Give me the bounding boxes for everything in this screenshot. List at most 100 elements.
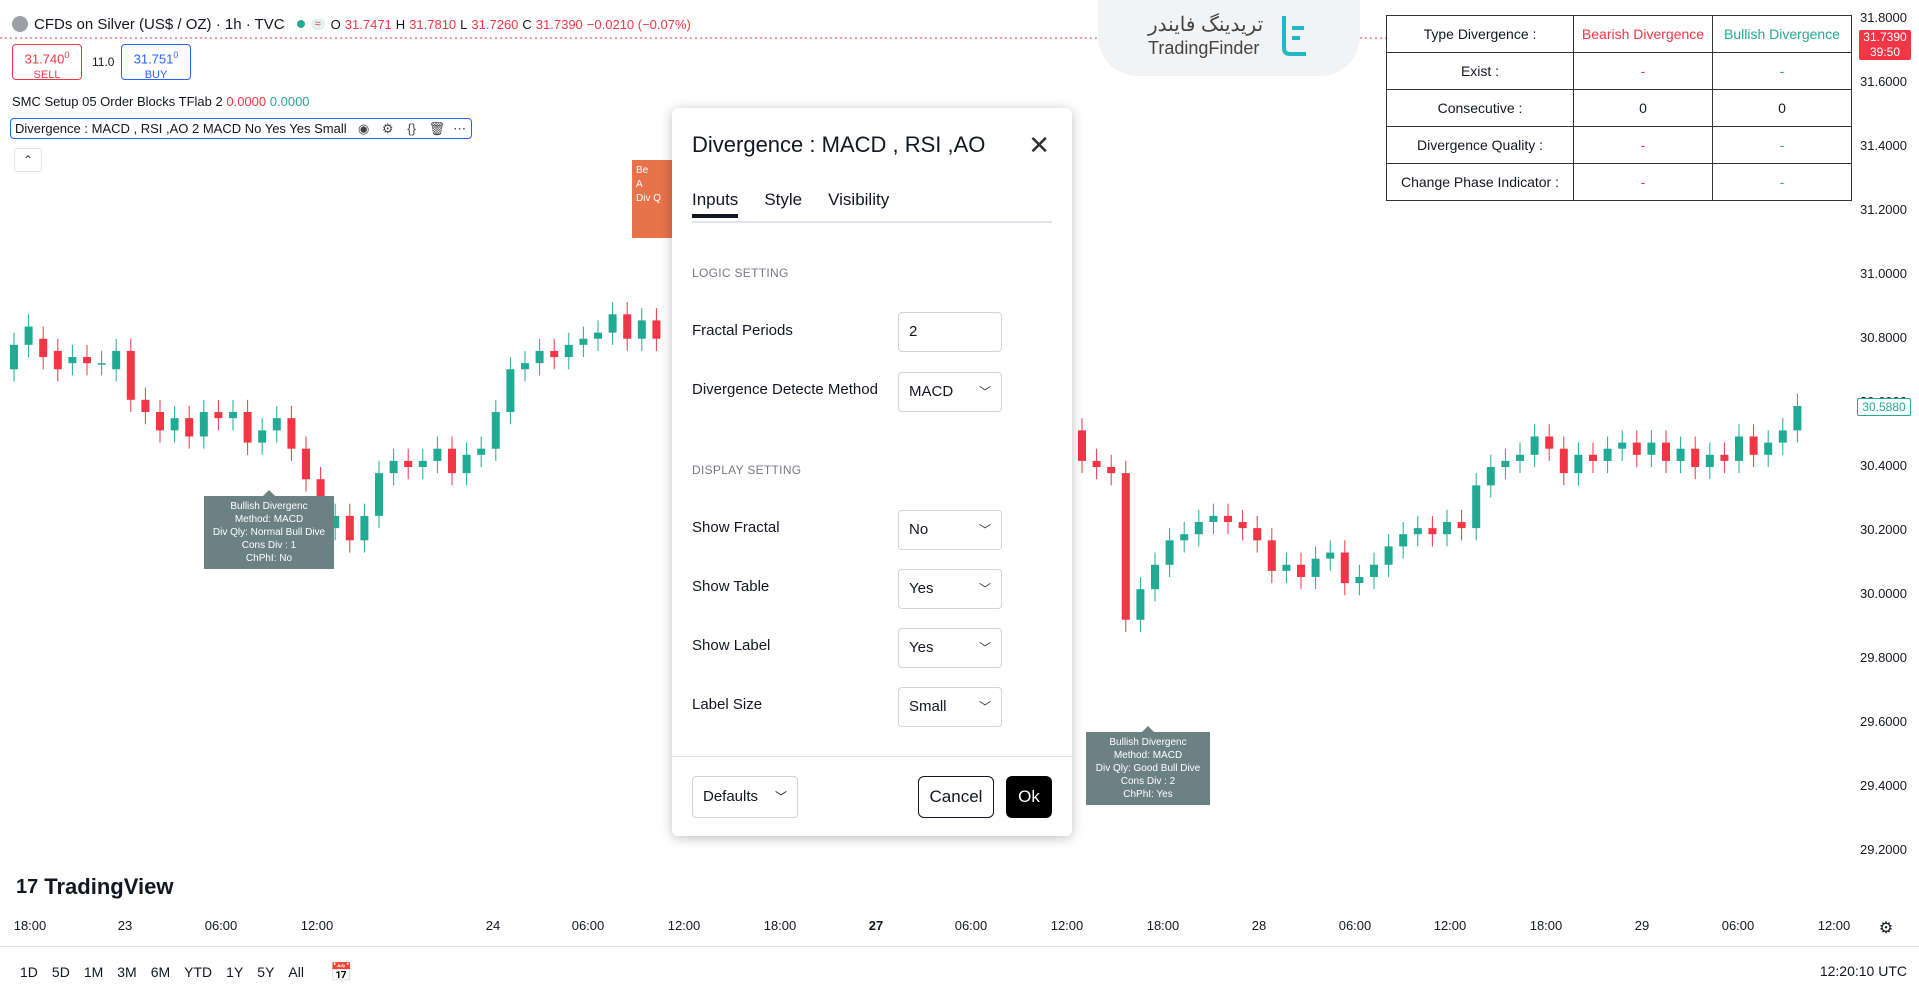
period-5d[interactable]: 5D <box>51 964 70 980</box>
candle-body <box>331 515 340 529</box>
table-header-row: Type Divergence : Bearish Divergence Bul… <box>1386 15 1852 53</box>
tab-style[interactable]: Style <box>764 190 803 209</box>
label-size-value: Small <box>909 698 947 715</box>
candle-body <box>1735 436 1743 461</box>
tab-inputs[interactable]: Inputs <box>692 190 739 218</box>
candle-body <box>1705 454 1714 468</box>
price-tick: 31.2000 <box>1860 202 1907 217</box>
time-tick: 12:00 <box>300 918 334 933</box>
ok-button[interactable]: Ok <box>1006 776 1052 818</box>
show-fractal-select[interactable]: No ﹀ <box>898 510 1002 550</box>
method-select[interactable]: MACD ﹀ <box>898 372 1002 412</box>
label-line: Cons Div : 2 <box>1120 776 1176 787</box>
fractal-periods-input[interactable]: 2 <box>898 312 1002 352</box>
candle-body <box>302 448 310 480</box>
label-line: Method: MACD <box>1113 750 1183 761</box>
fractal-periods-label: Fractal Periods <box>692 322 793 339</box>
candle-body <box>24 326 33 345</box>
spread-value: 11.0 <box>92 55 115 69</box>
label-size-label: Label Size <box>692 696 763 713</box>
ohlc-low: 31.7260 <box>471 16 519 32</box>
ohlc-high: 31.7810 <box>409 16 457 32</box>
table-row-label: Consecutive : <box>1386 89 1574 127</box>
sell-button[interactable]: 31.7400 SELL <box>12 44 82 81</box>
price-tick: 31.6000 <box>1860 74 1907 89</box>
symbol-icon <box>12 16 28 32</box>
time-tick: 06:00 <box>954 918 988 933</box>
candle-body <box>579 338 588 345</box>
settings-gear-icon[interactable]: ⚙ <box>1878 920 1894 937</box>
utc-clock[interactable]: 12:20:10 UTC <box>1819 963 1907 979</box>
method-value: MACD <box>909 383 954 400</box>
cancel-button[interactable]: Cancel <box>918 776 994 818</box>
ohlc-c-label: C <box>522 16 532 32</box>
tradingview-logo[interactable]: 17 TradingView <box>16 874 173 900</box>
section-header-logic: LOGIC SETTING <box>692 266 789 280</box>
candle-body <box>637 320 646 339</box>
time-tick: 27 <box>868 918 884 933</box>
label-line: Div Qly: Good Bull Dive <box>1095 763 1201 774</box>
candle-body <box>185 418 194 437</box>
candle-body <box>112 350 121 370</box>
marker-price-tag: 30.5880 <box>1857 398 1911 416</box>
table-cell-bull: - <box>1712 126 1852 164</box>
source-code-icon[interactable]: {} <box>407 120 416 136</box>
tab-visibility[interactable]: Visibility <box>828 190 890 209</box>
candle-body <box>462 454 471 474</box>
candle-body <box>1559 448 1568 474</box>
symbol-title[interactable]: CFDs on Silver (US$ / OZ) · 1h · TVC <box>34 15 285 33</box>
candle-body <box>39 338 48 358</box>
indicator-legend-divergence[interactable]: Divergence : MACD , RSI ,AO 2 MACD No Ye… <box>10 118 472 139</box>
price-tick: 30.8000 <box>1860 330 1907 345</box>
table-header-type: Type Divergence : <box>1386 15 1574 53</box>
live-dot-icon <box>296 20 305 28</box>
bullish-divergence-label: Bullish Divergenc Method: MACD Div Qly: … <box>1086 732 1210 805</box>
show-table-select[interactable]: Yes ﹀ <box>898 569 1002 609</box>
candle-body <box>1165 540 1174 565</box>
period-ytd[interactable]: YTD <box>184 964 213 980</box>
collapse-legend-button[interactable]: ⌃ <box>14 148 42 172</box>
candle-body <box>68 357 77 364</box>
period-1d[interactable]: 1D <box>20 964 38 980</box>
close-icon[interactable]: ✕ <box>1028 130 1050 160</box>
candle-body <box>1764 442 1773 455</box>
time-tick: 18:00 <box>13 918 47 933</box>
price-tick: 29.8000 <box>1860 650 1907 665</box>
period-3m[interactable]: 3M <box>117 964 137 980</box>
candlestick-chart[interactable] <box>0 0 1919 900</box>
time-tick: 12:00 <box>667 918 701 933</box>
time-tick: 18:00 <box>763 918 797 933</box>
label-line: ChPhI: Yes <box>1123 789 1173 800</box>
eye-icon[interactable]: ◉ <box>357 120 370 136</box>
time-axis[interactable]: 18:00 23 06:00 12:00 24 06:00 12:00 18:0… <box>0 918 1919 942</box>
price-scale[interactable]: 31.8000 31.6000 31.4000 31.2000 31.0000 … <box>1853 0 1919 900</box>
chevron-down-icon: ﹀ <box>978 385 991 399</box>
indicator-name: Divergence : MACD , RSI ,AO 2 MACD No Ye… <box>15 121 347 136</box>
indicator-legend-smc[interactable]: SMC Setup 05 Order Blocks TFlab 2 0.0000… <box>12 94 310 109</box>
defaults-dropdown[interactable]: Defaults ﹀ <box>692 776 798 818</box>
candle-body <box>199 412 208 437</box>
label-size-select[interactable]: Small ﹀ <box>898 687 1002 727</box>
table-cell-bear: - <box>1573 163 1713 201</box>
date-range-icon[interactable]: 📅 <box>329 961 353 982</box>
show-label-select[interactable]: Yes ﹀ <box>898 628 1002 668</box>
period-1y[interactable]: 1Y <box>226 964 244 980</box>
time-tick: 28 <box>1251 918 1267 933</box>
trash-icon[interactable]: 🗑 <box>428 120 446 136</box>
candle-body <box>1340 552 1349 584</box>
time-tick: 18:00 <box>1146 918 1180 933</box>
period-all[interactable]: All <box>288 964 304 980</box>
candle-body <box>433 448 442 461</box>
candle-body <box>1443 522 1451 535</box>
settings-icon[interactable]: ⚙ <box>381 120 394 136</box>
candle-body <box>404 460 413 468</box>
period-6m[interactable]: 6M <box>150 964 171 980</box>
buy-button[interactable]: 31.7510 BUY <box>121 44 191 81</box>
candle-body <box>652 320 661 339</box>
period-5y[interactable]: 5Y <box>257 964 275 980</box>
candle-body <box>1413 528 1422 535</box>
more-icon[interactable]: ⋯ <box>453 120 467 136</box>
period-1m[interactable]: 1M <box>83 964 104 980</box>
table-row-label: Change Phase Indicator : <box>1386 163 1574 201</box>
